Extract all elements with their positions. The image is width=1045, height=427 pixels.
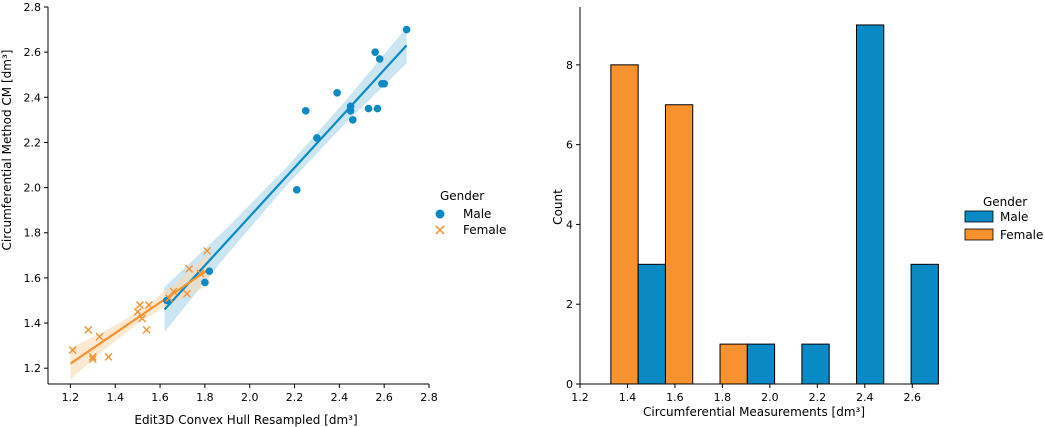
data-point-male xyxy=(349,116,357,124)
histogram-bar-male xyxy=(910,263,939,385)
histogram-y-tick-label: 4 xyxy=(566,218,573,231)
scatter-x-tick-label: 2.6 xyxy=(375,391,393,404)
histogram-legend: Gender Male Female xyxy=(964,195,1043,242)
histogram-x-tick-label: 2.0 xyxy=(761,391,779,404)
data-point-male xyxy=(375,55,384,63)
scatter-y-tick-label: 2.4 xyxy=(24,91,42,104)
scatter-y-tick-label: 1.8 xyxy=(24,227,42,240)
data-point-female xyxy=(95,332,104,341)
data-point-female xyxy=(138,314,147,323)
data-point-male xyxy=(205,267,214,275)
data-point-female xyxy=(142,325,151,334)
scatter-x-tick-label: 2.0 xyxy=(241,391,259,404)
histogram-legend-title: Gender xyxy=(983,195,1027,209)
histogram-legend-female-label: Female xyxy=(1000,228,1043,242)
histogram-x-axis-label: Circumferential Measurements [dm³] xyxy=(643,405,865,419)
histogram-bar-female xyxy=(610,64,639,385)
scatter-x-tick-label: 2.2 xyxy=(286,391,304,404)
scatter-legend-female-marker xyxy=(435,225,445,235)
histogram-bar-male xyxy=(637,263,666,385)
data-point-male xyxy=(346,102,355,111)
histogram-legend-female-swatch xyxy=(964,228,994,241)
scatter-x-axis-label: Edit3D Convex Hull Resampled [dm³] xyxy=(134,413,357,427)
histogram-bar-female xyxy=(719,343,748,385)
scatter-x-tick-label: 1.6 xyxy=(151,391,169,404)
histogram-y-tick-label: 2 xyxy=(566,298,573,311)
data-point-female xyxy=(104,352,113,361)
histogram-bar-male xyxy=(855,24,885,385)
histogram-x-tick-label: 2.4 xyxy=(856,391,874,404)
regression-line-male xyxy=(163,44,408,311)
data-point-male xyxy=(301,107,310,115)
histogram-y-tick-label: 6 xyxy=(566,139,573,152)
data-point-male xyxy=(364,104,373,113)
data-point-female xyxy=(88,355,97,364)
data-point-female xyxy=(165,294,174,303)
data-point-male xyxy=(371,48,380,56)
histogram-x-tick-label: 1.8 xyxy=(714,391,732,404)
scatter-chart: 1.2 1.4 1.6 1.8 2.0 2.2 2.4 2.6 2.8 1.2 1.4 1.6 1.8 2… xyxy=(0,1,506,427)
histogram-x-tick-label: 1.6 xyxy=(666,391,684,404)
scatter-legend-female-label: Female xyxy=(463,223,506,237)
histogram-legend-male-swatch xyxy=(964,210,994,223)
scatter-y-tick-label: 1.6 xyxy=(24,272,42,285)
fit-confidence-band-male xyxy=(164,27,407,333)
scatter-y-tick-label: 1.4 xyxy=(24,317,42,330)
scatter-y-axis-label: Circumferential Method CM [dm³] xyxy=(0,50,14,251)
data-point-male xyxy=(333,88,341,97)
data-point-female xyxy=(135,300,144,309)
histogram-x-tick-label: 1.2 xyxy=(571,391,589,404)
histogram-x-tick-label: 2.2 xyxy=(809,391,827,404)
data-point-female xyxy=(84,325,93,334)
histogram-chart: 1.2 1.4 1.6 1.8 2.0 2.2 2.4 2.6 0 2 4 6 8 Circumfere… xyxy=(551,7,1043,419)
scatter-y-tick-label: 1.2 xyxy=(24,362,42,375)
histogram-y-tick-label: 8 xyxy=(566,59,573,72)
histogram-legend-male-label: Male xyxy=(1000,210,1028,224)
histogram-bar-male xyxy=(801,343,830,385)
data-point-male xyxy=(402,25,411,34)
data-point-female xyxy=(203,246,212,255)
scatter-x-tick-label: 2.8 xyxy=(420,391,438,404)
data-point-female xyxy=(169,287,178,296)
scatter-y-tick-label: 2.6 xyxy=(24,46,42,59)
data-point-male xyxy=(373,104,382,113)
scatter-x-tick-label: 1.2 xyxy=(62,391,80,404)
data-point-male xyxy=(380,79,388,88)
data-point-male xyxy=(201,278,209,287)
scatter-y-tick-label: 2.0 xyxy=(24,182,42,195)
data-point-female xyxy=(144,300,153,309)
scatter-legend-male-marker xyxy=(435,209,445,219)
histogram-y-axis-label: Count xyxy=(551,189,565,225)
data-point-female xyxy=(68,346,77,355)
data-point-female xyxy=(88,352,97,361)
scatter-x-tick-label: 1.4 xyxy=(106,391,124,404)
data-point-male xyxy=(313,134,321,142)
scatter-x-tick-label: 1.8 xyxy=(196,391,214,404)
data-point-male xyxy=(292,186,301,194)
scatter-legend-male-label: Male xyxy=(463,207,491,221)
histogram-x-tick-label: 1.4 xyxy=(619,391,637,404)
data-point-female xyxy=(133,307,142,316)
data-point-female xyxy=(185,264,194,273)
data-point-female xyxy=(196,269,205,278)
scatter-legend: Gender Male Female xyxy=(435,189,506,237)
histogram-y-tick-label: 0 xyxy=(566,378,573,391)
scatter-y-tick-label: 2.8 xyxy=(24,1,42,14)
data-point-female xyxy=(182,289,191,298)
scatter-legend-title: Gender xyxy=(440,189,484,203)
histogram-bar-male xyxy=(746,343,776,385)
histogram-bar-female xyxy=(664,104,694,385)
scatter-y-tick-label: 2.2 xyxy=(24,136,42,149)
scatter-x-tick-label: 2.4 xyxy=(331,391,349,404)
histogram-x-tick-label: 2.6 xyxy=(904,391,922,404)
